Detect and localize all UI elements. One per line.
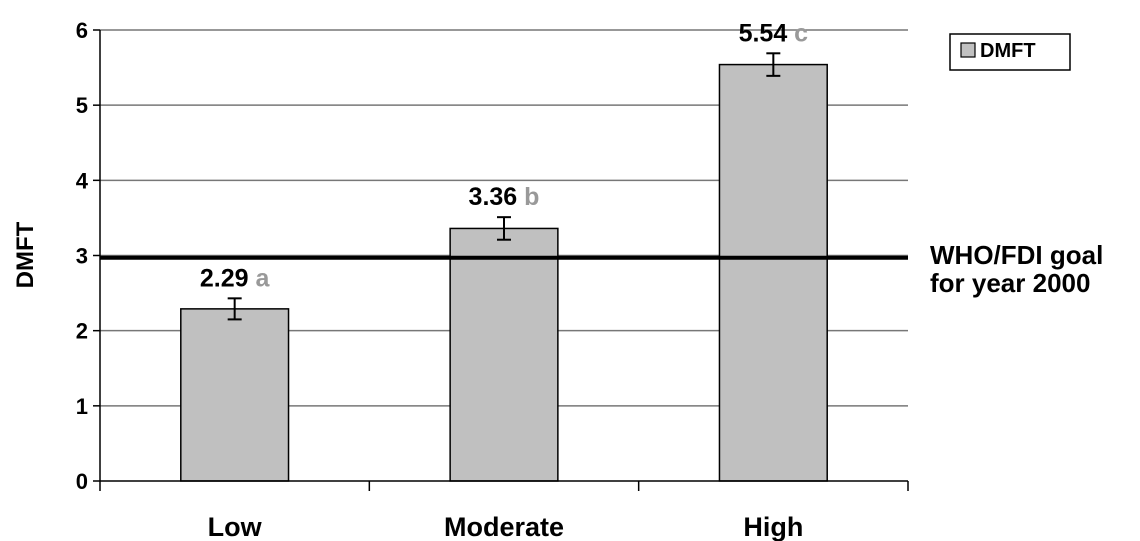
x-category-labels: Low Moderate High — [208, 512, 804, 541]
data-label-letter: a — [249, 264, 271, 292]
y-axis-label: DMFT — [12, 221, 39, 288]
legend: DMFT — [949, 33, 1071, 71]
y-tick-label-5: 5 — [76, 93, 88, 118]
y-tick-label-2: 2 — [76, 319, 88, 344]
data-labels: 2.29 a 3.36 b 5.54 c — [200, 19, 808, 292]
data-label-letter: b — [517, 183, 539, 211]
data-label-letter: c — [787, 19, 808, 47]
legend-label-dmft: DMFT — [980, 40, 1036, 62]
data-label-low: 2.29 a — [200, 264, 271, 292]
data-label-moderate: 3.36 b — [469, 183, 540, 211]
bar-high — [718, 63, 828, 482]
data-label-value: 3.36 — [469, 183, 518, 211]
y-ticks: 0 1 2 3 4 5 6 — [76, 18, 100, 494]
y-tick-label-1: 1 — [76, 394, 88, 419]
x-category-low: Low — [208, 512, 263, 541]
reference-label-line-1: WHO/FDI goal — [930, 240, 1103, 270]
x-category-moderate: Moderate — [444, 512, 564, 541]
reference-label-line-2: for year 2000 — [930, 268, 1090, 298]
legend-swatch — [960, 42, 976, 58]
y-tick-label-0: 0 — [76, 469, 88, 494]
bar-moderate — [449, 227, 559, 482]
y-tick-label-6: 6 — [76, 18, 88, 43]
bars — [180, 52, 828, 482]
y-tick-label-3: 3 — [76, 244, 88, 269]
reference-line-label: WHO/FDI goal for year 2000 — [930, 240, 1103, 298]
data-label-high: 5.54 c — [739, 19, 809, 47]
x-category-high: High — [743, 512, 803, 541]
y-tick-label-4: 4 — [76, 168, 89, 193]
bar-low — [180, 308, 290, 482]
data-label-value: 5.54 — [739, 19, 788, 47]
data-label-value: 2.29 — [200, 264, 249, 292]
